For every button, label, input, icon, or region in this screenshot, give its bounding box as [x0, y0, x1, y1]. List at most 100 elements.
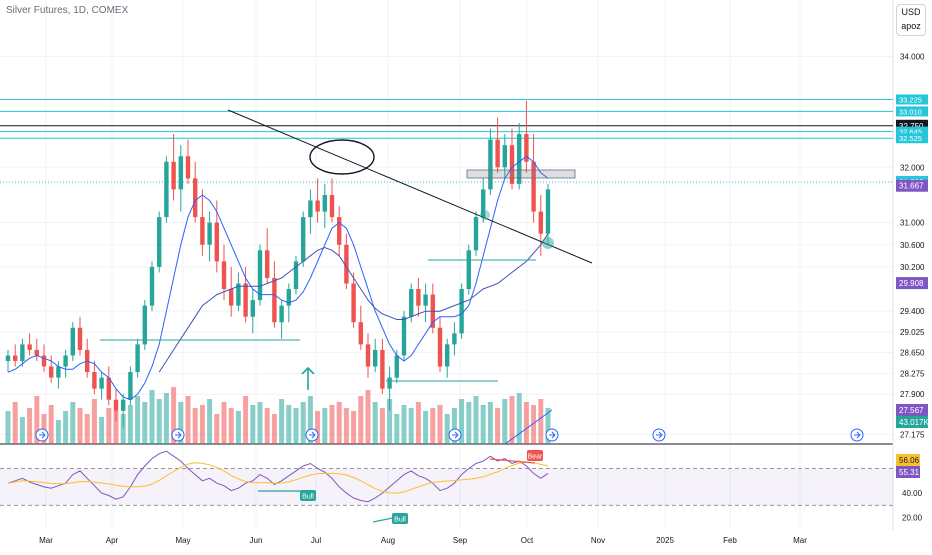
candle-body	[178, 156, 183, 190]
volume-bar	[509, 396, 515, 444]
price-label-box	[896, 416, 928, 428]
candle-body	[538, 211, 543, 234]
x-tick-label: Sep	[453, 536, 468, 545]
bear-divergence-line	[489, 458, 536, 464]
event-arrow-icon	[656, 431, 663, 439]
price-label-text: 29.908	[899, 279, 924, 288]
sma-fast-line	[7, 155, 549, 401]
volume-bar	[423, 411, 429, 444]
volume-bar	[401, 405, 407, 444]
volume-bar	[279, 399, 285, 444]
currency-label: USD	[901, 7, 921, 17]
volume-bar	[243, 396, 249, 444]
signal-badge	[392, 513, 408, 524]
y-tick-label: 27.900	[900, 390, 925, 399]
candle-body	[301, 217, 306, 262]
candle-body	[128, 372, 133, 400]
horizontal-levels	[0, 98, 893, 183]
candle-body	[214, 222, 219, 262]
volume-bar	[322, 408, 328, 444]
candle-body	[488, 139, 493, 190]
candle-body	[149, 266, 155, 306]
candle-body	[236, 283, 241, 306]
volume-bar	[257, 402, 263, 444]
candle-body	[315, 200, 320, 212]
candle-body	[387, 377, 392, 389]
rsi-band	[0, 468, 893, 506]
candle-body	[106, 377, 111, 400]
volume-bar	[63, 411, 69, 444]
volume-bar	[207, 399, 213, 444]
signal-label: Bull	[302, 494, 314, 501]
moving-averages	[7, 155, 549, 401]
highlight-ellipse	[309, 139, 375, 175]
volume-bar	[473, 396, 479, 444]
candlestick-series	[5, 100, 551, 428]
candle-body	[495, 139, 500, 168]
candle-body	[77, 327, 83, 350]
candle-body	[63, 355, 68, 367]
y-tick-label: 30.200	[900, 263, 925, 272]
volume-bar	[135, 396, 141, 444]
price-label-text: 43.017K	[899, 418, 929, 427]
currency-badge[interactable]: USD apoz	[896, 4, 926, 36]
volume-bar	[70, 402, 76, 444]
candle-body	[416, 289, 421, 306]
volume-bar	[5, 411, 11, 444]
volume-bar	[502, 399, 508, 444]
level-label-text: 33.225	[899, 95, 922, 104]
up-arrow-icon	[301, 366, 315, 390]
volume-bar	[466, 402, 472, 444]
volume-bar	[315, 411, 321, 444]
candle-body	[171, 161, 176, 190]
signal-badge	[300, 490, 316, 501]
event-arrow-icon	[175, 431, 182, 439]
volume-bar	[271, 414, 277, 444]
volume-bar	[214, 414, 220, 444]
candle-body	[322, 194, 327, 212]
candle-body	[113, 399, 119, 411]
volume-bar	[55, 420, 61, 444]
rsi-tick-label: 20.00	[902, 514, 923, 523]
x-tick-label: Jul	[311, 536, 321, 545]
volume-bar	[336, 402, 342, 444]
rsi-value-label: 55.31	[899, 468, 920, 477]
volume-bar	[250, 405, 256, 444]
level-label-box	[896, 133, 928, 144]
y-tick-label: 28.650	[900, 349, 925, 358]
y-tick-label: 32.000	[900, 163, 925, 172]
volume-bar	[459, 399, 465, 444]
volume-bar	[307, 396, 313, 444]
volume-bar	[487, 402, 493, 444]
volume-bar	[19, 417, 25, 444]
volume-bar	[444, 414, 450, 444]
price-label-box	[896, 277, 928, 290]
x-tick-label: Apr	[106, 536, 119, 545]
volume-bar	[171, 387, 177, 444]
candle-body	[423, 294, 428, 306]
volume-bar	[199, 405, 205, 444]
candle-body	[524, 134, 529, 162]
candle-body	[185, 156, 191, 179]
volume-bar	[34, 396, 40, 444]
level-label-box	[896, 94, 928, 105]
y-tick-label: 30.600	[900, 241, 925, 250]
volume-bar	[351, 411, 357, 444]
y-tick-label: 27.175	[900, 430, 925, 439]
candle-body	[99, 377, 104, 389]
event-icons	[35, 428, 864, 442]
signal-label: Bull	[394, 517, 406, 524]
candle-body	[41, 355, 47, 367]
candle-body	[257, 250, 263, 301]
candle-body	[351, 283, 356, 323]
volume-bar	[48, 405, 54, 444]
volume-bar	[387, 399, 393, 444]
volume-bar	[120, 414, 126, 444]
volume-bar	[394, 414, 400, 444]
candle-body	[445, 344, 450, 367]
volume-bar	[156, 399, 162, 444]
candle-body	[409, 289, 414, 317]
level-label-text: 33.010	[899, 107, 922, 116]
